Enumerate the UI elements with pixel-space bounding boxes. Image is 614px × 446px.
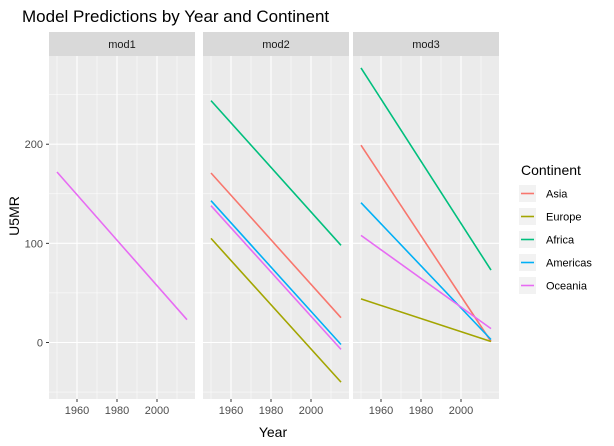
series-line-oceania bbox=[360, 234, 492, 330]
x-tick-label: 2000 bbox=[449, 405, 473, 417]
series-line-asia bbox=[210, 172, 342, 319]
facet-panel-mod3: mod3 bbox=[353, 32, 499, 399]
x-tick-label: 2000 bbox=[299, 405, 323, 417]
legend-label: Oceania bbox=[546, 281, 588, 293]
legend-item-europe: Europe bbox=[519, 208, 581, 225]
facet-strip-label: mod2 bbox=[262, 39, 290, 51]
series-line-africa bbox=[360, 67, 492, 271]
y-tick-label: 200 bbox=[25, 139, 43, 151]
legend-item-asia: Asia bbox=[519, 185, 568, 202]
series-line-europe bbox=[360, 298, 492, 343]
legend-items: Asia Europe Africa Americas Oceania bbox=[519, 185, 592, 294]
facet-panel-mod2: mod2 bbox=[203, 32, 349, 399]
legend-label: Asia bbox=[546, 189, 568, 201]
legend-item-africa: Africa bbox=[519, 231, 575, 248]
panel-background bbox=[203, 56, 349, 399]
panel-background bbox=[49, 56, 195, 399]
facet-strip-label: mod1 bbox=[108, 39, 136, 51]
y-axis-title: U5MR bbox=[6, 196, 22, 236]
series-line-oceania bbox=[210, 205, 342, 350]
facet-strip-mod2 bbox=[203, 32, 349, 56]
legend-title: Continent bbox=[521, 162, 581, 178]
series-line-americas bbox=[360, 202, 492, 341]
x-tick-label: 1980 bbox=[259, 405, 283, 417]
x-tick-label: 1960 bbox=[65, 405, 89, 417]
facet-panel-mod1: mod1 bbox=[49, 32, 195, 399]
facet-strip-mod3 bbox=[353, 32, 499, 56]
series-line-asia bbox=[360, 144, 492, 342]
y-tick-label: 0 bbox=[37, 337, 43, 349]
panel-background bbox=[353, 56, 499, 399]
y-tick-label: 100 bbox=[25, 238, 43, 250]
legend: Continent Asia Europe Africa Americas Oceani… bbox=[519, 162, 592, 294]
x-tick-label: 1980 bbox=[409, 405, 433, 417]
facet-strip-mod1 bbox=[49, 32, 195, 56]
facet-strip-label: mod3 bbox=[412, 39, 440, 51]
series-line-americas bbox=[210, 200, 342, 346]
legend-item-americas: Americas bbox=[519, 254, 592, 271]
series-line-oceania bbox=[56, 171, 188, 321]
y-axis: 0 100 200 bbox=[25, 139, 49, 349]
legend-label: Europe bbox=[546, 212, 581, 224]
x-tick-label: 2000 bbox=[145, 405, 169, 417]
legend-label: Americas bbox=[546, 258, 592, 270]
series-line-europe bbox=[210, 237, 342, 383]
x-axis-title: Year bbox=[259, 424, 288, 440]
x-tick-label: 1960 bbox=[369, 405, 393, 417]
legend-label: Africa bbox=[546, 235, 575, 247]
chart-title: Model Predictions by Year and Continent bbox=[22, 7, 329, 26]
x-tick-label: 1960 bbox=[219, 405, 243, 417]
legend-item-oceania: Oceania bbox=[519, 277, 588, 294]
series-line-africa bbox=[210, 100, 342, 246]
x-tick-label: 1980 bbox=[105, 405, 129, 417]
x-axis: 1960 1980 2000 1960 1980 2000 1960 1980 2000 bbox=[65, 399, 473, 417]
facet-panels: mod1 mod2 mod3 bbox=[49, 32, 499, 399]
